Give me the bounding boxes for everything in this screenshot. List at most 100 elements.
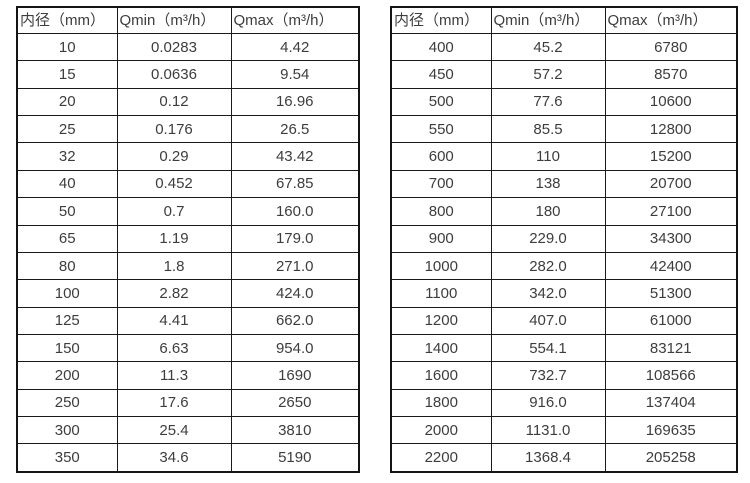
table-row: 1800 916.0 137404 bbox=[390, 388, 738, 418]
table-cell: 180 bbox=[490, 197, 606, 226]
table-cell: 43.42 bbox=[230, 142, 360, 171]
table-cell: 0.29 bbox=[116, 142, 232, 171]
table-cell: 1.19 bbox=[116, 224, 232, 253]
table-cell: 8570 bbox=[604, 60, 738, 89]
col-header-inner-diameter: 内径（mm） bbox=[16, 6, 118, 34]
table-row: 2200 1368.4 205258 bbox=[390, 443, 738, 473]
table-row: 15 0.0636 9.54 bbox=[16, 60, 360, 89]
table-cell: 732.7 bbox=[490, 361, 606, 390]
table-cell: 954.0 bbox=[230, 333, 360, 363]
table-cell: 407.0 bbox=[490, 306, 606, 335]
table-cell: 2200 bbox=[390, 443, 492, 473]
table-cell: 57.2 bbox=[490, 60, 606, 89]
table-cell: 0.7 bbox=[116, 197, 232, 226]
table-cell: 282.0 bbox=[490, 251, 606, 281]
table-cell: 1600 bbox=[390, 361, 492, 390]
table-row: 1400 554.1 83121 bbox=[390, 333, 738, 363]
table-cell: 169635 bbox=[604, 416, 738, 445]
table-cell: 424.0 bbox=[230, 279, 360, 308]
table-cell: 15200 bbox=[604, 142, 738, 171]
table-cell: 12800 bbox=[604, 115, 738, 144]
table-cell: 916.0 bbox=[490, 388, 606, 418]
table-cell: 138 bbox=[490, 169, 606, 199]
table-cell: 50 bbox=[16, 197, 118, 226]
col-header-qmin: Qmin（m³/h） bbox=[490, 6, 606, 34]
table-row: 900 229.0 34300 bbox=[390, 224, 738, 253]
table-cell: 137404 bbox=[604, 388, 738, 418]
table-row: 40 0.452 67.85 bbox=[16, 169, 360, 199]
table-cell: 9.54 bbox=[230, 60, 360, 89]
table-cell: 662.0 bbox=[230, 306, 360, 335]
table-row: 80 1.8 271.0 bbox=[16, 251, 360, 281]
table-cell: 229.0 bbox=[490, 224, 606, 253]
table-cell: 77.6 bbox=[490, 87, 606, 117]
table-cell: 1100 bbox=[390, 279, 492, 308]
table-cell: 0.0636 bbox=[116, 60, 232, 89]
table-cell: 0.452 bbox=[116, 169, 232, 199]
table-cell: 271.0 bbox=[230, 251, 360, 281]
table-cell: 10 bbox=[16, 32, 118, 62]
table-row: 1100 342.0 51300 bbox=[390, 279, 738, 308]
table-cell: 40 bbox=[16, 169, 118, 199]
table-cell: 250 bbox=[16, 388, 118, 418]
table-cell: 350 bbox=[16, 443, 118, 473]
table-cell: 83121 bbox=[604, 333, 738, 363]
table-header: 内径（mm） Qmin（m³/h） Qmax（m³/h） bbox=[390, 6, 738, 34]
table-cell: 1.8 bbox=[116, 251, 232, 281]
table-cell: 1000 bbox=[390, 251, 492, 281]
table-cell: 800 bbox=[390, 197, 492, 226]
col-header-qmax: Qmax（m³/h） bbox=[604, 6, 738, 34]
table-cell: 550 bbox=[390, 115, 492, 144]
table-cell: 400 bbox=[390, 32, 492, 62]
table-cell: 160.0 bbox=[230, 197, 360, 226]
header-row: 内径（mm） Qmin（m³/h） Qmax（m³/h） bbox=[16, 6, 360, 34]
table-cell: 900 bbox=[390, 224, 492, 253]
table-cell: 0.0283 bbox=[116, 32, 232, 62]
table-cell: 32 bbox=[16, 142, 118, 171]
table-row: 32 0.29 43.42 bbox=[16, 142, 360, 171]
col-header-qmin: Qmin（m³/h） bbox=[116, 6, 232, 34]
table-row: 200 11.3 1690 bbox=[16, 361, 360, 390]
flow-table-small-diameters: 内径（mm） Qmin（m³/h） Qmax（m³/h） 10 0.0283 4.4… bbox=[16, 6, 360, 473]
table-cell: 0.176 bbox=[116, 115, 232, 144]
table-row: 50 0.7 160.0 bbox=[16, 197, 360, 226]
table-cell: 2000 bbox=[390, 416, 492, 445]
table-row: 150 6.63 954.0 bbox=[16, 333, 360, 363]
table-body: 400 45.2 6780 450 57.2 8570 500 77.6 10600 550 85.… bbox=[390, 32, 738, 473]
table-cell: 17.6 bbox=[116, 388, 232, 418]
table-cell: 1368.4 bbox=[490, 443, 606, 473]
flow-table-large-diameters: 内径（mm） Qmin（m³/h） Qmax（m³/h） 400 45.2 6780… bbox=[390, 6, 738, 473]
table-row: 500 77.6 10600 bbox=[390, 87, 738, 117]
table-row: 600 110 15200 bbox=[390, 142, 738, 171]
table-header: 内径（mm） Qmin（m³/h） Qmax（m³/h） bbox=[16, 6, 360, 34]
table-cell: 25 bbox=[16, 115, 118, 144]
table-row: 250 17.6 2650 bbox=[16, 388, 360, 418]
table-cell: 179.0 bbox=[230, 224, 360, 253]
table-cell: 6.63 bbox=[116, 333, 232, 363]
table-cell: 67.85 bbox=[230, 169, 360, 199]
table-row: 700 138 20700 bbox=[390, 169, 738, 199]
table-cell: 10600 bbox=[604, 87, 738, 117]
table-cell: 700 bbox=[390, 169, 492, 199]
table-cell: 11.3 bbox=[116, 361, 232, 390]
table-body: 10 0.0283 4.42 15 0.0636 9.54 20 0.12 16.96 25 0.1… bbox=[16, 32, 360, 473]
table-cell: 27100 bbox=[604, 197, 738, 226]
table-cell: 110 bbox=[490, 142, 606, 171]
table-cell: 300 bbox=[16, 416, 118, 445]
table-cell: 2.82 bbox=[116, 279, 232, 308]
table-cell: 500 bbox=[390, 87, 492, 117]
table-cell: 34.6 bbox=[116, 443, 232, 473]
table-cell: 125 bbox=[16, 306, 118, 335]
table-row: 20 0.12 16.96 bbox=[16, 87, 360, 117]
table-cell: 25.4 bbox=[116, 416, 232, 445]
table-cell: 554.1 bbox=[490, 333, 606, 363]
table-cell: 15 bbox=[16, 60, 118, 89]
table-cell: 2650 bbox=[230, 388, 360, 418]
table-cell: 342.0 bbox=[490, 279, 606, 308]
table-cell: 61000 bbox=[604, 306, 738, 335]
table-row: 1200 407.0 61000 bbox=[390, 306, 738, 335]
table-row: 125 4.41 662.0 bbox=[16, 306, 360, 335]
table-cell: 0.12 bbox=[116, 87, 232, 117]
table-cell: 20700 bbox=[604, 169, 738, 199]
